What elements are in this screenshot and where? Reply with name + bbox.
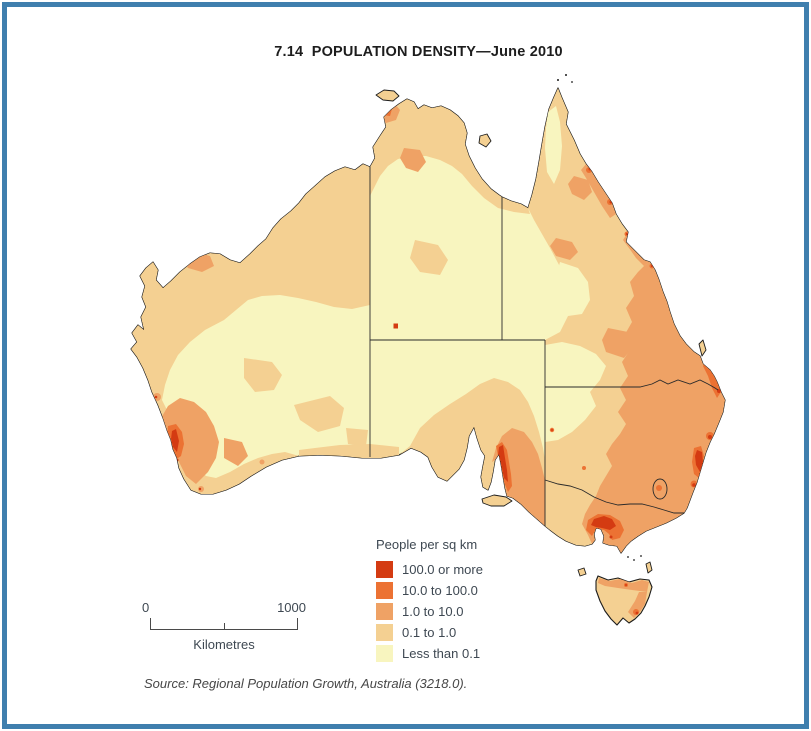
density-regions [131, 88, 725, 553]
urban-launceston-core [625, 584, 627, 586]
urban-sydney-core [695, 450, 703, 472]
scale-bar-labels: 0 1000 [142, 600, 306, 615]
source-note: Source: Regional Population Growth, Aust… [144, 676, 468, 691]
density-patch-atherton [568, 176, 592, 200]
legend-swatch-01-to-1 [376, 624, 393, 641]
bass-strait-islet [633, 559, 635, 561]
density-region-west-coast [131, 164, 370, 494]
urban-sunshine-coast-core [705, 358, 709, 362]
king-island [577, 567, 587, 577]
legend-swatch-less-than-01 [376, 645, 393, 662]
urban-perth-core [171, 429, 179, 452]
legend-title: People per sq km [376, 537, 478, 552]
torres-strait-islet [557, 79, 559, 81]
flinders-island [645, 561, 653, 574]
border-nsw-vic-murray [544, 479, 684, 514]
scale-bar: 0 1000 Kilometres [142, 600, 306, 652]
scale-end-label: 1000 [277, 600, 306, 615]
legend-label: Less than 0.1 [402, 646, 481, 661]
urban-broken-hill-core [551, 429, 553, 431]
legend-swatch-100-or-more [376, 561, 393, 578]
legend-item: 0.1 to 1.0 [376, 624, 483, 641]
urban-adelaide-core [498, 445, 508, 482]
density-patch-wheatbelt [224, 438, 248, 466]
density-patch-inland-qld-2 [602, 328, 634, 358]
density-patch-nt [410, 240, 448, 275]
tasmania [595, 575, 653, 626]
act [652, 478, 668, 500]
legend-item: 100.0 or more [376, 561, 483, 578]
urban-brisbane-outer [703, 358, 721, 398]
legend-label: 10.0 to 100.0 [402, 583, 478, 598]
fraser-island [698, 339, 707, 357]
islands [375, 74, 707, 577]
legend-item: 10.0 to 100.0 [376, 582, 483, 599]
legend-label: 100.0 or more [402, 562, 483, 577]
sparse-pocket-west-nsw [545, 342, 606, 442]
urban-albany-core [198, 487, 202, 491]
density-patch-katherine [400, 148, 426, 172]
sparse-pocket-cape-york [545, 106, 562, 184]
urban-newcastle-core [708, 435, 712, 439]
density-tasmania-north [598, 578, 649, 592]
state-borders [369, 167, 719, 526]
scale-unit-label: Kilometres [193, 637, 255, 652]
scale-bar-mid-tick [224, 623, 225, 629]
density-patch-wa-1 [244, 358, 282, 392]
urban-geraldton-core [154, 395, 158, 399]
legend-item: Less than 0.1 [376, 645, 483, 662]
scale-bar-rule [150, 618, 298, 630]
legend: People per sq km 100.0 or more 10.0 to 1… [376, 537, 483, 666]
legend-swatch-1-to-10 [376, 603, 393, 620]
scale-start-label: 0 [142, 600, 150, 615]
density-patch-inland-qld-1 [550, 238, 578, 260]
urban-wollongong-core [692, 483, 696, 487]
legend-label: 0.1 to 1.0 [402, 625, 457, 640]
density-region-bight-strip [299, 444, 399, 458]
melville-island [375, 89, 400, 102]
urban-melbourne-core [591, 516, 616, 530]
density-patch-wa-2 [294, 396, 344, 432]
density-region-southwest-wa [160, 398, 219, 484]
sparse-pocket-central-qld [554, 262, 590, 316]
torres-strait-islet [565, 74, 567, 76]
urban-alice-springs-core [393, 323, 398, 329]
density-strip-mackay-rockhampton [623, 232, 650, 266]
kangaroo-island [481, 494, 513, 507]
urban-canberra [656, 485, 662, 491]
legend-item: 1.0 to 10.0 [376, 603, 483, 620]
figure-title: 7.14 POPULATION DENSITY—June 2010 [274, 44, 563, 60]
urban-mildura [582, 466, 586, 470]
legend-swatch-10-to-100 [376, 582, 393, 599]
border-qld-nsw [545, 379, 719, 391]
urban-darwin-core [383, 109, 387, 113]
density-tasmania-east [628, 592, 647, 618]
urban-hobart-core [635, 611, 639, 615]
density-spot-esperance [259, 459, 265, 465]
density-region-southeast [582, 262, 725, 553]
density-region-top-end [370, 99, 530, 214]
density-patch-wa-3 [346, 428, 368, 446]
groote-eylandt [478, 133, 492, 148]
torres-strait-islet [571, 81, 573, 83]
urban-brisbane-core [711, 369, 717, 375]
urban-darwin-outer [380, 104, 392, 116]
density-strip-cairns-townsville [581, 164, 616, 218]
urban-hobart-outer [633, 609, 639, 615]
urban-melbourne-east [609, 535, 613, 539]
bass-strait-islet [627, 556, 629, 558]
bass-strait-islet [640, 555, 642, 557]
legend-label: 1.0 to 10.0 [402, 604, 464, 619]
